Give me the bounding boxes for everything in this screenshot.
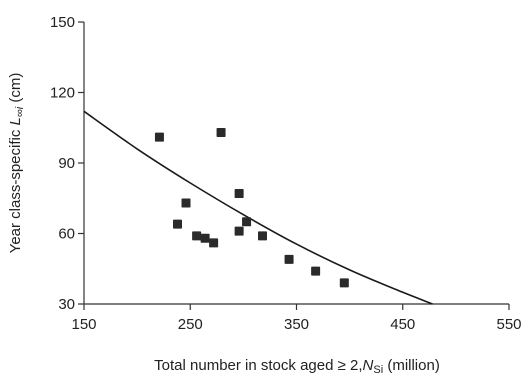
- x-tick-label: 150: [71, 316, 96, 333]
- x-axis-title-prefix: Total number in stock aged ≥ 2,: [154, 357, 362, 374]
- x-tick-label: 450: [390, 316, 415, 333]
- data-point: [216, 127, 226, 137]
- y-ticks: 30 60 90 120 150: [50, 14, 84, 313]
- x-axis-title-symbol: N: [363, 357, 374, 374]
- x-axis-title-subscript: Si: [373, 364, 383, 376]
- data-point: [234, 226, 244, 236]
- x-tick-label: 550: [496, 316, 521, 333]
- x-axis-title: Total number in stock aged ≥ 2,NSi (mill…: [154, 357, 440, 376]
- data-point: [181, 198, 191, 208]
- y-axis-title-unit: (cm): [7, 73, 24, 107]
- data-point: [234, 189, 244, 199]
- data-points: [154, 127, 349, 288]
- y-axis-title-subscript: ∞i: [14, 106, 26, 117]
- x-ticks: 150 250 350 450 550: [71, 304, 522, 333]
- x-tick-label: 250: [178, 316, 203, 333]
- data-point: [209, 238, 219, 248]
- data-point: [173, 219, 182, 229]
- data-point: [192, 231, 202, 241]
- axes: [83, 22, 509, 305]
- y-tick-label: 150: [50, 14, 75, 31]
- y-tick-label: 30: [58, 296, 75, 313]
- x-tick-label: 350: [284, 316, 309, 333]
- data-point: [311, 266, 321, 276]
- data-point: [242, 217, 252, 227]
- data-point: [154, 132, 164, 142]
- data-point: [258, 231, 267, 241]
- data-point: [284, 254, 294, 264]
- y-axis-title-symbol: L: [7, 117, 24, 125]
- y-axis-title-prefix: Year class-specific: [7, 125, 24, 253]
- data-point: [339, 278, 349, 288]
- y-tick-label: 90: [58, 155, 75, 172]
- y-tick-label: 120: [50, 85, 75, 102]
- fit-curve: [83, 110, 433, 305]
- y-tick-label: 60: [58, 226, 75, 243]
- x-axis-title-unit: (million): [383, 357, 440, 374]
- y-axis-title: Year class-specific L∞i (cm): [7, 73, 26, 254]
- data-point: [200, 233, 210, 243]
